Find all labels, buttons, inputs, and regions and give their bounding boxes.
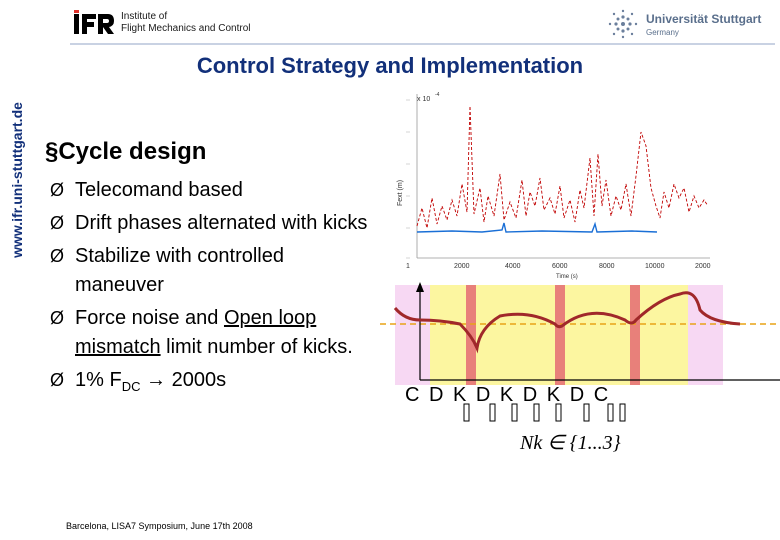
plot-ylabel: Fext (m) <box>397 180 404 206</box>
institute-name: Institute of Flight Mechanics and Contro… <box>121 11 251 35</box>
phase-control-end <box>688 285 723 385</box>
bullet-item: Ø Stabilize with controlled maneuver <box>50 242 370 300</box>
university-country: Germany <box>646 28 679 37</box>
plot-xticks: 1 2000 4000 6000 8000 10000 2000 <box>406 263 711 270</box>
slide-title: Control Strategy and Implementation <box>196 53 584 78</box>
bullet-arrow-icon: Ø <box>50 213 65 233</box>
bullet-list: Ø Telecomand based Ø Drift phases altern… <box>50 176 370 405</box>
plot-xtick: 1 <box>406 263 410 270</box>
bullet-item: Ø Force noise and Open loop mismatch lim… <box>50 304 370 362</box>
bullet-text: 1% F <box>75 369 122 391</box>
bullet-item: Ø Telecomand based <box>50 176 370 205</box>
bullet-arrow-icon: Ø <box>50 246 65 266</box>
bullet-arrow-icon: Ø <box>50 308 65 328</box>
bullet-item: Ø Drift phases alternated with kicks <box>50 209 370 238</box>
open-loop-mismatch-link[interactable]: Open loop mismatch <box>75 307 317 358</box>
plot-xlabel: Time (s) <box>556 274 578 280</box>
university-seal-icon <box>608 9 638 39</box>
cycle-diagram <box>380 282 780 385</box>
kick-count-formula: Nk ∈ {1...3} <box>520 432 621 454</box>
section-heading: §Cycle design <box>45 138 207 165</box>
bullet-text: Stabilize with controlled maneuver <box>75 245 284 296</box>
institute-line2: Flight Mechanics and Control <box>121 23 251 34</box>
signal-red-dashed <box>416 105 709 229</box>
footer-text: Barcelona, LISA7 Symposium, June 17th 20… <box>66 521 253 531</box>
header-divider <box>70 43 775 45</box>
plot-xtick: 2000 <box>454 263 470 270</box>
subscript-dc: DC <box>121 379 141 394</box>
axis-arrow-icon <box>416 282 424 292</box>
bullet-arrow-icon: Ø <box>50 180 65 200</box>
cycle-curve <box>393 291 741 354</box>
bullet-text: → 2000s <box>140 369 227 391</box>
plot-exponent: -4 <box>435 92 440 98</box>
phase-control-start <box>395 285 430 385</box>
signal-blue <box>416 221 658 233</box>
bullet-text-pre: Force noise and <box>75 307 224 329</box>
ifr-logo <box>74 10 114 34</box>
bullet-item: Ø 1% FDC → 2000s <box>50 366 370 401</box>
plot-xtick: 6000 <box>552 263 568 270</box>
plot-xtick: 10000 <box>645 263 665 270</box>
plot-multiplier: x 10 <box>417 96 430 103</box>
bullet-text-post: limit number of kicks. <box>160 336 353 358</box>
university-name: Universität Stuttgart <box>646 12 762 26</box>
cycle-phase-labels: C D K D K D K D C <box>405 384 611 406</box>
force-plot: x 10 -4 Fext (m) 1 2000 4000 6000 8000 1… <box>392 88 722 280</box>
bullet-text: Drift phases alternated with kicks <box>75 212 368 234</box>
kick-bar <box>555 285 565 385</box>
side-url: www.ifr.uni-stuttgart.de <box>9 102 25 258</box>
plot-xtick: 4000 <box>505 263 521 270</box>
plot-xtick: 2000 <box>695 263 711 270</box>
plot-xtick: 8000 <box>599 263 615 270</box>
kick-bar <box>630 285 640 385</box>
bullet-text: Telecomand based <box>75 179 243 201</box>
institute-line1: Institute of <box>121 11 168 22</box>
bullet-arrow-icon: Ø <box>50 370 65 390</box>
plot-y-ticks <box>406 99 410 259</box>
kick-brackets <box>463 403 626 422</box>
